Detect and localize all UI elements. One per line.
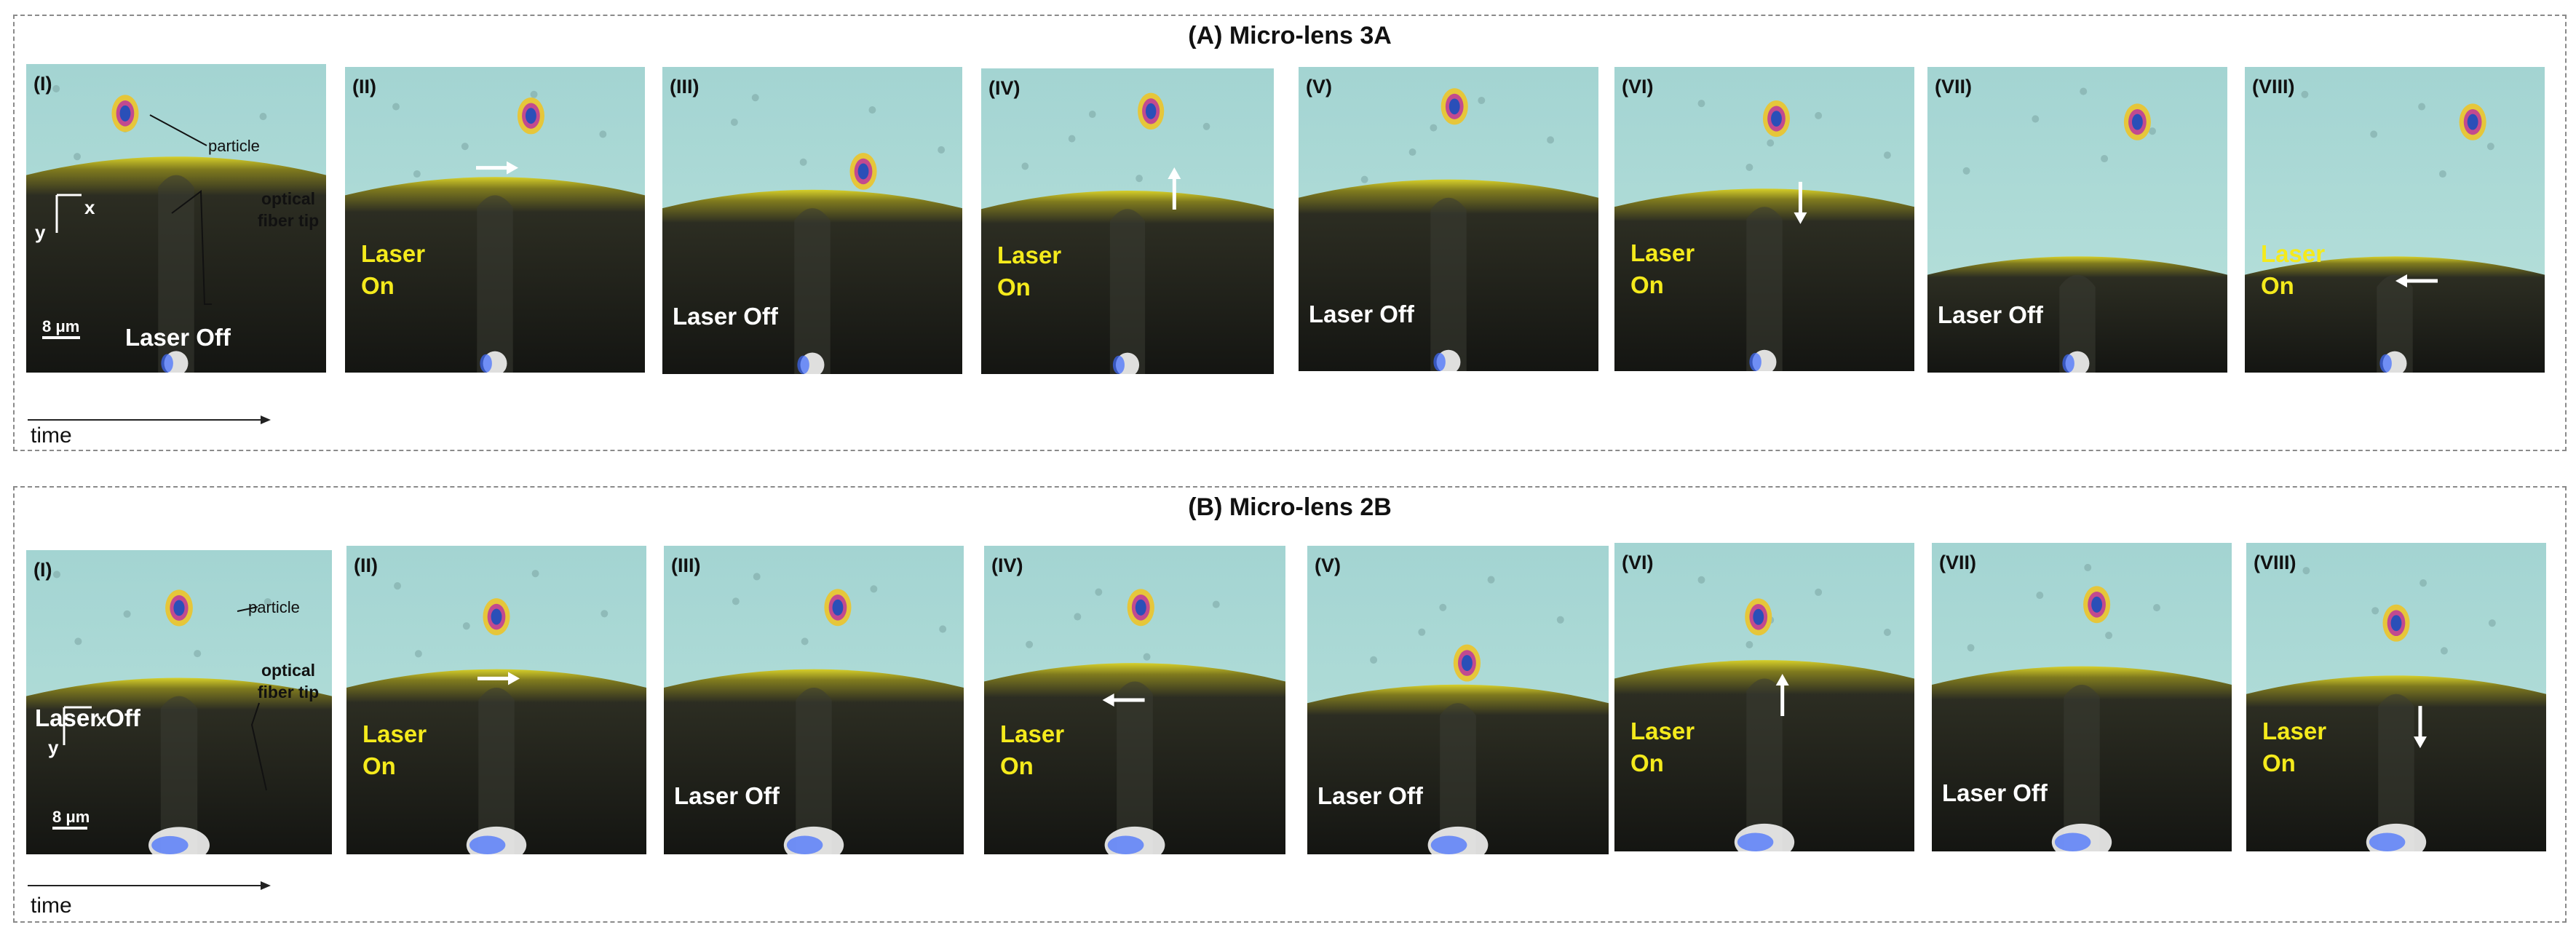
panel-b: (B) Micro-lens 2B time (13, 486, 2567, 923)
frame-label: (VIII) (2252, 76, 2295, 98)
laser-state-label: Laser Off (125, 324, 231, 351)
frame-label: (I) (33, 73, 52, 95)
frame-label: (VI) (1622, 552, 1654, 573)
laser-state-label: Laser Off (674, 782, 780, 810)
laser-state-label: Laser Off (1309, 300, 1414, 327)
scale-bar-label: 8 μm (42, 317, 80, 335)
panel-title: (B) Micro-lens 2B (1188, 493, 1392, 521)
micrograph-image (2245, 67, 2545, 373)
frame-label: (I) (33, 559, 52, 581)
laser-state-label: Laser On (1630, 718, 1695, 777)
micrograph-frame: (I) Laser Off particle optical fiber tip x y 8… (26, 550, 332, 854)
time-axis-line (28, 885, 262, 886)
frame-label: (V) (1315, 555, 1341, 576)
frame-label: (III) (671, 555, 701, 576)
micrograph-image (345, 67, 645, 373)
time-axis-arrowhead (261, 416, 271, 424)
laser-state-label: Laser On (2261, 240, 2326, 300)
micrograph-frame: (V) Laser Off (1307, 546, 1609, 854)
particle-annotation: particle (208, 137, 260, 155)
laser-state-label: Laser On (997, 242, 1062, 301)
time-axis: time (28, 416, 275, 448)
micrograph-image (346, 546, 646, 854)
panel-a: (A) Micro-lens 3A time (13, 15, 2567, 451)
micrograph-image (664, 546, 964, 854)
micrograph-image (1614, 543, 1914, 851)
micrograph-frame: (VIII) Laser On (2245, 67, 2545, 373)
frame-label: (V) (1306, 76, 1332, 98)
frame-label: (VII) (1935, 76, 1972, 98)
scale-bar (42, 336, 80, 339)
micrograph-image (26, 550, 332, 854)
time-label: time (31, 894, 72, 918)
micrograph-frame: (III) Laser Off (662, 67, 962, 374)
scale-bar (52, 827, 87, 830)
micrograph-image (1927, 67, 2227, 373)
time-axis: time (28, 881, 275, 918)
fiber-tip-annotation: optical fiber tip (257, 661, 320, 701)
laser-state-label: Laser On (362, 720, 427, 780)
frame-label: (IV) (988, 77, 1021, 99)
axis-x-label: x (84, 196, 95, 218)
micrograph-frame: (II) Laser On (346, 546, 646, 854)
axis-y-label: y (48, 736, 59, 758)
particle-annotation: particle (248, 598, 300, 616)
laser-state-label: Laser On (1000, 720, 1065, 780)
frame-label: (VI) (1622, 76, 1654, 98)
micrograph-image (1614, 67, 1914, 371)
micrograph-image (984, 546, 1285, 854)
time-label: time (31, 424, 72, 448)
laser-state-label: Laser Off (1938, 301, 2043, 329)
laser-state-label: Laser Off (1317, 782, 1423, 810)
micrograph-frame: (V) Laser Off (1299, 67, 1598, 371)
micrograph-frame: (IV) Laser On (981, 68, 1274, 374)
micrograph-image (662, 67, 962, 374)
time-axis-arrowhead (261, 881, 271, 890)
laser-state-label: Laser On (361, 240, 426, 300)
micrograph-image (1299, 67, 1598, 371)
frame-label: (III) (670, 76, 700, 98)
micrograph-frame: (III) Laser Off (664, 546, 964, 854)
micrograph-frame: (VII) Laser Off (1927, 67, 2227, 373)
axis-y-label: y (35, 221, 46, 243)
laser-state-label: Laser Off (35, 704, 140, 731)
micrograph-image (1307, 546, 1609, 854)
micrograph-image (2246, 543, 2546, 851)
frame-label: (II) (354, 555, 378, 576)
micrograph-frame: (VIII) Laser On (2246, 543, 2546, 851)
micrograph-frame: (VI) Laser On (1614, 67, 1914, 371)
micrograph-image (1932, 543, 2232, 851)
frame-label: (II) (352, 76, 376, 98)
laser-state-label: Laser On (1630, 239, 1695, 299)
time-axis-line (28, 419, 262, 421)
panel-title: (A) Micro-lens 3A (1188, 22, 1392, 49)
laser-state-label: Laser On (2262, 718, 2327, 777)
frame-label: (VII) (1939, 552, 1976, 573)
micrograph-image (981, 68, 1274, 374)
micrograph-frame: (IV) Laser On (984, 546, 1285, 854)
laser-state-label: Laser Off (673, 302, 778, 330)
fiber-tip-annotation: optical fiber tip (257, 189, 320, 230)
micrograph-frame: (VII) Laser Off (1932, 543, 2232, 851)
frame-label: (VIII) (2254, 552, 2296, 573)
laser-state-label: Laser Off (1942, 779, 2048, 807)
frame-label: (IV) (991, 555, 1023, 576)
micrograph-frame: (VI) Laser On (1614, 543, 1914, 851)
micrograph-frame: (I) Laser Off particle optical fiber tip x y 8… (26, 64, 326, 373)
scale-bar-label: 8 μm (52, 808, 90, 826)
micrograph-frame: (II) Laser On (345, 67, 645, 373)
axis-x-label: x (96, 709, 107, 731)
